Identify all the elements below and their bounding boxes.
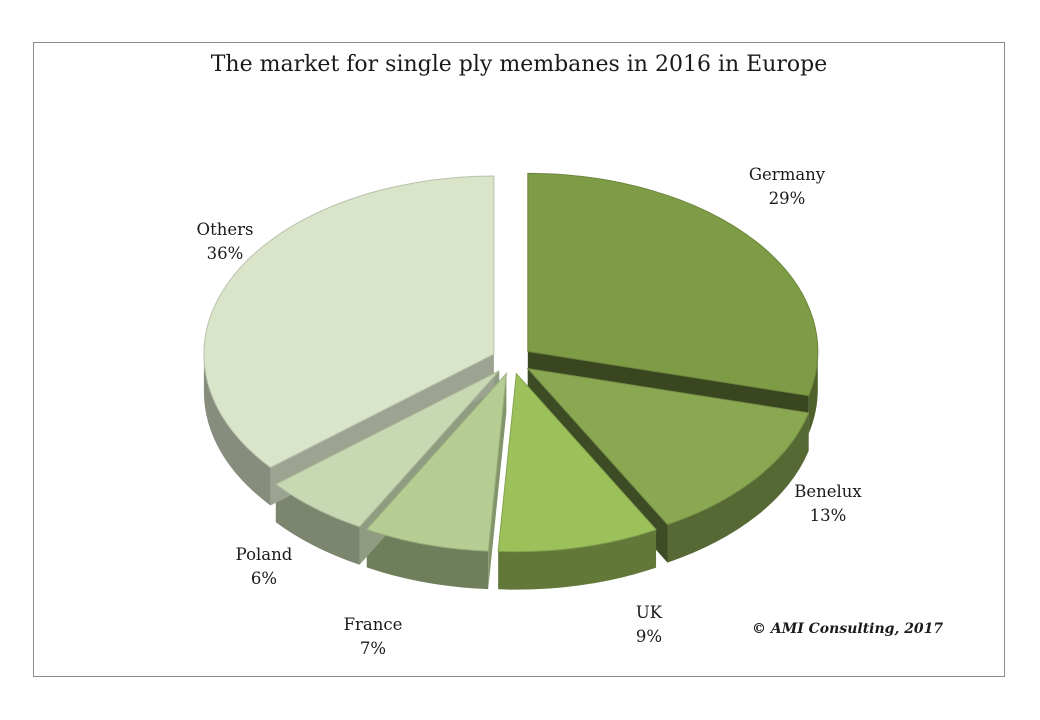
pie-slice-uk (497, 372, 657, 553)
slice-value-poland: 6% (251, 569, 277, 588)
slice-label-poland: Poland (236, 545, 293, 564)
slice-value-others: 36% (207, 244, 244, 263)
pie-tops (203, 172, 819, 553)
pie-slice-germany (527, 172, 819, 397)
slice-label-others: Others (197, 220, 254, 239)
copyright-note: © AMI Consulting, 2017 (752, 621, 944, 637)
slice-value-france: 7% (360, 639, 386, 658)
pie-labels: Germany 29% Benelux 13% UK 9% France 7% Poland 6%… (197, 165, 863, 658)
pie-slice-poland (274, 370, 500, 528)
pie-side-france (366, 529, 489, 590)
pie-slice-france (365, 371, 508, 552)
slice-label-france: France (344, 615, 403, 634)
slice-value-uk: 9% (636, 627, 662, 646)
pie-slice-others (203, 175, 495, 469)
pie-side-others (203, 354, 271, 506)
pie-wall-france (488, 373, 507, 590)
pie-side-germany (808, 351, 818, 434)
slice-label-uk: UK (636, 603, 663, 622)
pie-slice-benelux (526, 367, 810, 526)
pie-side-poland (275, 484, 360, 565)
pie-side-benelux (667, 412, 809, 563)
pie-side-uk (498, 529, 657, 590)
slice-label-germany: Germany (749, 165, 826, 184)
slice-value-benelux: 13% (810, 506, 847, 525)
chart-title: The market for single ply membanes in 20… (210, 52, 828, 77)
slice-value-germany: 29% (769, 189, 806, 208)
slice-label-benelux: Benelux (794, 482, 862, 501)
